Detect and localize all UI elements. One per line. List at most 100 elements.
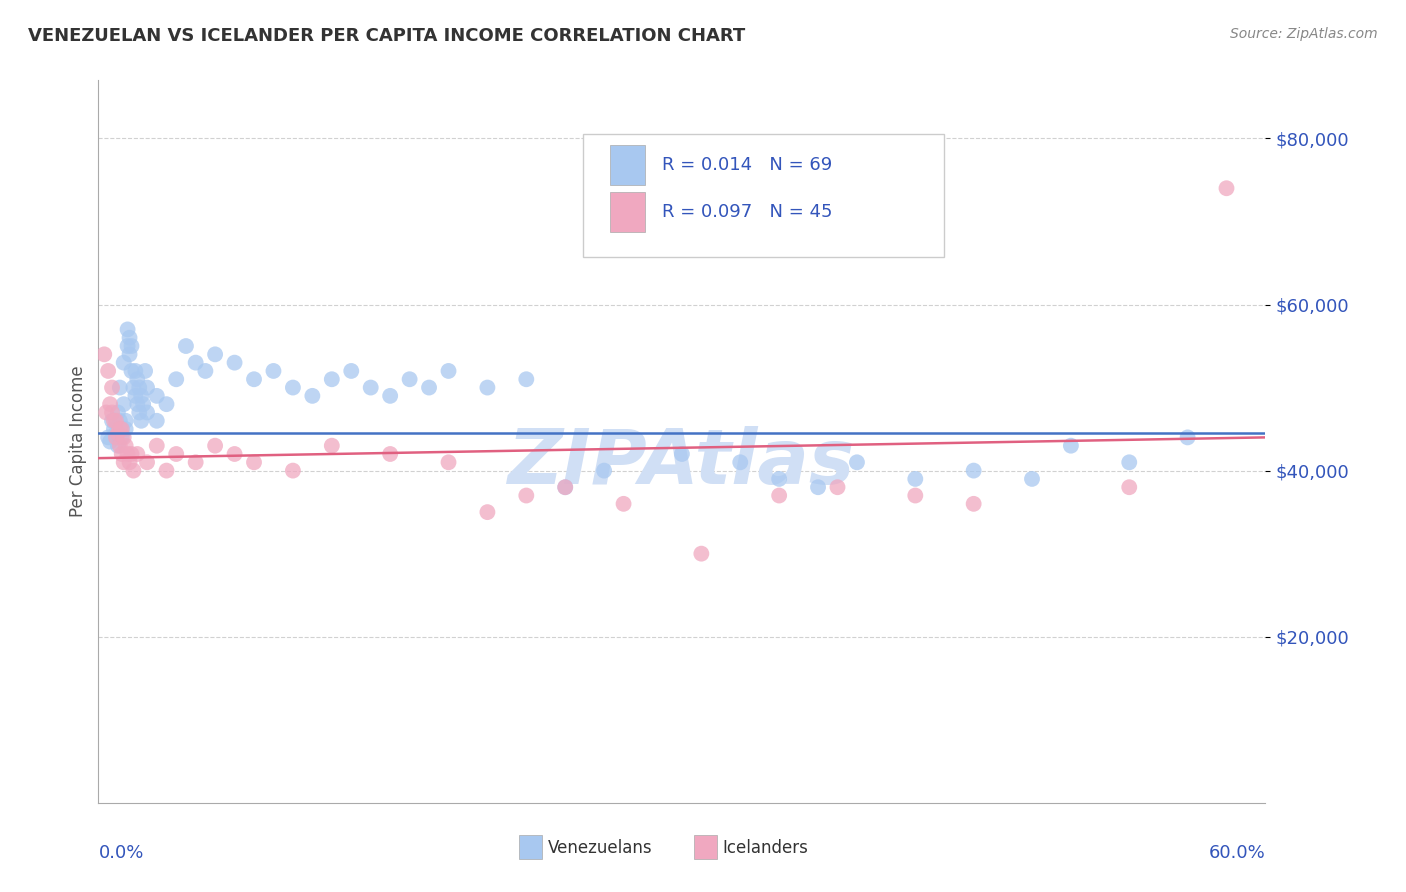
Point [204, 439, 226, 453]
Point [262, 364, 284, 378]
Point [437, 455, 460, 469]
Text: Icelanders: Icelanders [723, 838, 808, 856]
Point [134, 364, 156, 378]
Point [127, 447, 149, 461]
Point [184, 455, 207, 469]
Point [93, 347, 115, 361]
Point [108, 380, 131, 394]
Point [129, 414, 152, 428]
Point [127, 397, 149, 411]
Point [593, 464, 616, 478]
Point [98, 397, 121, 411]
Point [554, 480, 576, 494]
Point [281, 380, 304, 394]
Point [554, 480, 576, 494]
Text: R = 0.014   N = 69: R = 0.014 N = 69 [662, 156, 832, 174]
Point [118, 347, 141, 361]
FancyBboxPatch shape [519, 835, 541, 859]
Point [243, 455, 266, 469]
Point [184, 356, 207, 370]
Point [165, 372, 187, 386]
Point [118, 331, 141, 345]
Point [114, 422, 136, 436]
Point [104, 414, 127, 428]
Point [132, 397, 155, 411]
Point [124, 364, 146, 378]
Text: Source: ZipAtlas.com: Source: ZipAtlas.com [1230, 27, 1378, 41]
Point [146, 414, 169, 428]
Point [224, 356, 246, 370]
Point [807, 480, 830, 494]
Point [103, 422, 125, 436]
Point [340, 364, 363, 378]
Point [97, 364, 120, 378]
Point [107, 405, 129, 419]
Text: VENEZUELAN VS ICELANDER PER CAPITA INCOME CORRELATION CHART: VENEZUELAN VS ICELANDER PER CAPITA INCOM… [28, 27, 745, 45]
Point [121, 339, 143, 353]
Point [515, 372, 537, 386]
Point [398, 372, 420, 386]
Text: R = 0.097   N = 45: R = 0.097 N = 45 [662, 203, 832, 221]
Text: 0.0%: 0.0% [98, 845, 143, 863]
Y-axis label: Per Capita Income: Per Capita Income [69, 366, 87, 517]
Point [1118, 455, 1140, 469]
Point [360, 380, 382, 394]
Point [107, 426, 129, 441]
Point [127, 372, 149, 386]
Point [112, 356, 135, 370]
Point [117, 447, 139, 461]
Point [613, 497, 636, 511]
Point [418, 380, 440, 394]
Point [104, 430, 127, 444]
Point [1021, 472, 1043, 486]
Point [301, 389, 323, 403]
Point [136, 455, 159, 469]
Point [904, 489, 927, 503]
Point [118, 455, 141, 469]
Point [117, 322, 139, 336]
Point [380, 447, 402, 461]
Point [194, 364, 217, 378]
Point [104, 426, 127, 441]
Point [129, 389, 152, 403]
Point [321, 372, 343, 386]
Point [108, 439, 131, 453]
Point [114, 439, 136, 453]
Point [114, 414, 136, 428]
Point [111, 447, 134, 461]
FancyBboxPatch shape [693, 835, 717, 859]
Point [108, 414, 131, 428]
Point [111, 430, 134, 444]
Point [96, 405, 118, 419]
Point [204, 347, 226, 361]
Point [477, 505, 499, 519]
Point [108, 422, 131, 436]
Point [112, 397, 135, 411]
Point [122, 464, 145, 478]
Point [165, 447, 187, 461]
Point [101, 405, 124, 419]
Point [128, 405, 150, 419]
Point [243, 372, 266, 386]
Point [124, 389, 146, 403]
Point [690, 547, 713, 561]
Point [768, 472, 790, 486]
Point [98, 434, 121, 449]
Point [121, 364, 143, 378]
Point [111, 422, 134, 436]
Point [122, 380, 145, 394]
Point [136, 405, 159, 419]
Point [671, 447, 693, 461]
Point [136, 380, 159, 394]
Point [1215, 181, 1237, 195]
FancyBboxPatch shape [610, 145, 644, 185]
Point [768, 489, 790, 503]
Point [103, 414, 125, 428]
Point [477, 380, 499, 394]
Point [174, 339, 197, 353]
Point [730, 455, 752, 469]
Point [1060, 439, 1083, 453]
Text: 60.0%: 60.0% [1209, 845, 1265, 863]
Point [437, 364, 460, 378]
Point [962, 464, 984, 478]
